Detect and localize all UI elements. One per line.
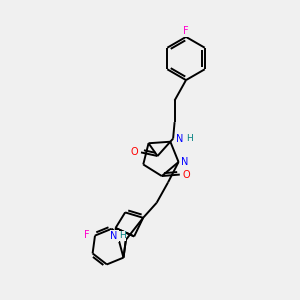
Text: F: F <box>84 230 89 240</box>
Text: H: H <box>119 231 125 240</box>
Text: H: H <box>186 134 193 143</box>
Text: O: O <box>130 147 138 158</box>
Text: O: O <box>183 169 190 180</box>
Text: F: F <box>183 26 189 37</box>
Text: N: N <box>110 231 118 241</box>
Text: N: N <box>176 134 183 144</box>
Text: N: N <box>182 157 189 167</box>
